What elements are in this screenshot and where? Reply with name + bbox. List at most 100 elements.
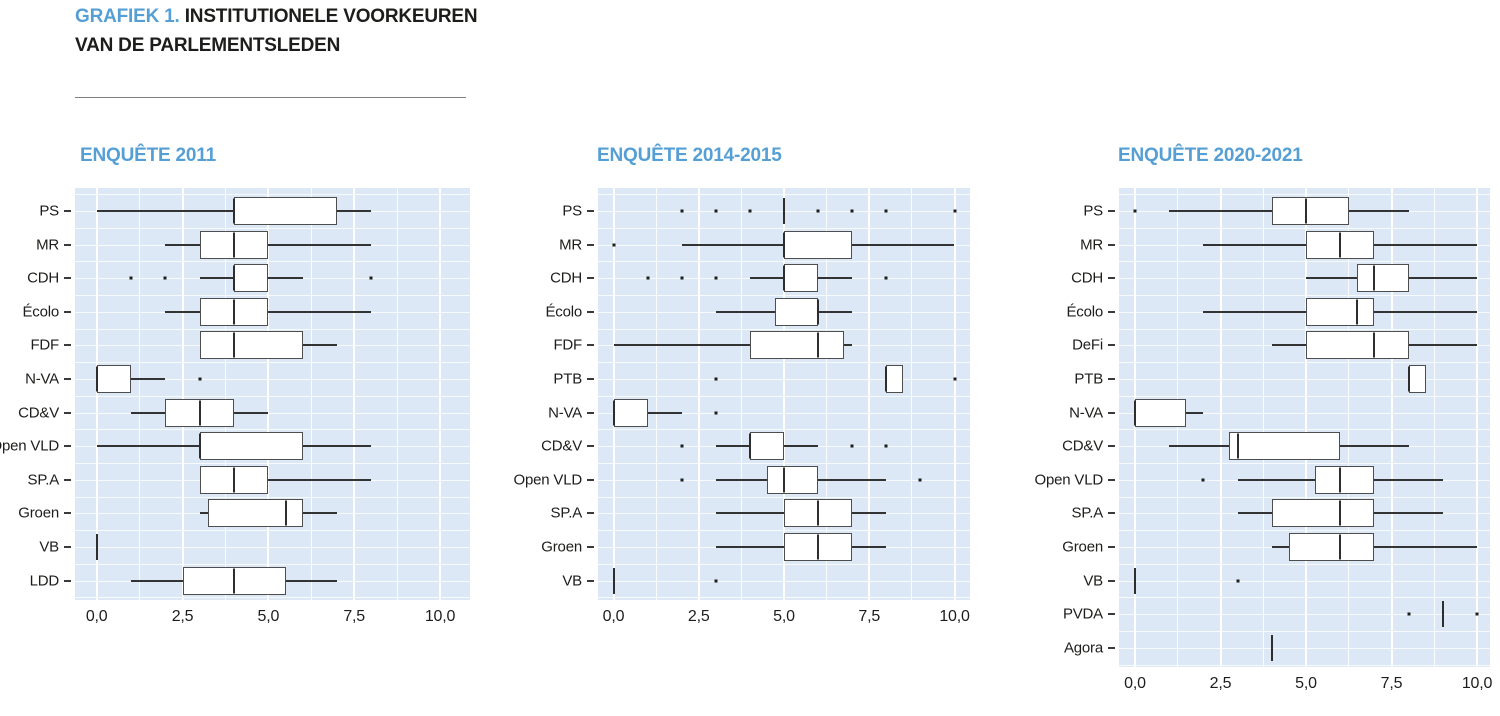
gridline-vertical-major [953, 188, 956, 600]
gridline-horizontal-minor [75, 194, 470, 196]
y-axis-tick [1108, 613, 1115, 616]
degenerate-box [612, 567, 615, 594]
gridline-horizontal-minor [75, 295, 470, 296]
gridline-vertical-major [267, 188, 270, 600]
median-line [198, 400, 201, 426]
degenerate-box [95, 534, 98, 560]
y-axis-tick [64, 411, 71, 414]
median-line [1339, 232, 1342, 258]
gridline-horizontal-minor [598, 463, 970, 464]
y-axis-tick [587, 344, 594, 347]
gridline-vertical-major [783, 188, 785, 600]
median-line [612, 400, 615, 426]
y-axis-tick [1108, 344, 1115, 347]
gridline-horizontal-major [598, 412, 970, 414]
gridline-horizontal-minor [75, 597, 470, 599]
plot-area [75, 188, 470, 600]
outlier-dot [884, 444, 888, 448]
gridline-horizontal-minor [1119, 328, 1490, 330]
outlier-dot [198, 377, 202, 381]
whisker-line [199, 478, 372, 481]
gridline-horizontal-major [1119, 614, 1490, 616]
gridline-horizontal-minor [1119, 664, 1490, 666]
outlier-dot [953, 377, 956, 381]
gridline-horizontal-major [1119, 580, 1490, 582]
degenerate-box [783, 198, 785, 224]
x-tick-label: 0,0 [602, 608, 625, 625]
median-line [233, 232, 236, 258]
outlier-dot [680, 209, 684, 213]
box [1357, 264, 1409, 293]
y-axis-tick [587, 546, 594, 548]
panel-title: ENQUÊTE 2011 [80, 145, 216, 166]
outlier-dot [1236, 579, 1240, 583]
x-tick-label: 10,0 [424, 608, 456, 625]
y-axis-tick [64, 478, 71, 481]
figure-header: GRAFIEK 1. INSTITUTIONELE VOORKEUREN VAN… [75, 2, 478, 60]
panel-enquete-2014-2015: ENQUÊTE 2014-2015 PS MR CDH Écolo FDF PTB N-VA… [514, 145, 970, 636]
y-axis-tick [1108, 210, 1115, 212]
y-axis-tick [1108, 411, 1115, 414]
x-tick-label: 7,5 [858, 608, 881, 625]
median-line [1134, 400, 1136, 426]
median-line [1373, 332, 1376, 358]
category-label: Écolo [22, 303, 59, 321]
box [749, 432, 784, 461]
gridline-horizontal-major [1119, 278, 1490, 280]
box [775, 297, 819, 326]
outlier-dot [680, 444, 684, 448]
gridline-vertical-major [612, 188, 615, 600]
box [199, 432, 303, 461]
figure-title-line2: VAN DE PARLEMENTSLEDEN [75, 35, 341, 56]
y-axis-tick [64, 243, 71, 246]
category-label: MR [1080, 236, 1103, 254]
category-label: SP.A [550, 504, 583, 522]
y-axis-tick [1108, 646, 1115, 649]
gridline-horizontal-minor [598, 563, 970, 565]
category-label: PTB [1074, 370, 1103, 388]
gridline-horizontal-minor [1119, 463, 1490, 464]
category-label: MR [36, 236, 59, 254]
outlier-dot [850, 444, 854, 448]
gridline-vertical-minor [1348, 188, 1350, 667]
gridline-horizontal-minor [75, 362, 470, 364]
gridline-horizontal-minor [598, 597, 970, 599]
gridline-horizontal-major [1119, 412, 1490, 414]
category-label: Groen [18, 504, 59, 522]
gridline-vertical-minor [1433, 188, 1435, 667]
whisker-line [96, 378, 166, 380]
box [784, 264, 819, 293]
category-label: VB [1083, 572, 1103, 590]
median-line [783, 467, 785, 493]
gridline-horizontal-minor [1119, 362, 1490, 364]
gridline-horizontal-minor [75, 563, 470, 565]
x-tick-label: 7,5 [1380, 675, 1403, 692]
box [1314, 465, 1375, 494]
gridline-vertical-major [1390, 188, 1393, 667]
degenerate-box [1134, 567, 1136, 594]
outlier-dot [714, 276, 718, 280]
category-label: Open VLD [0, 437, 59, 455]
gridline-horizontal-minor [598, 395, 970, 397]
panel-enquete-2011: ENQUÊTE 2011 PS MR CDH Écolo FDF N-VA CD&V Open… [0, 145, 470, 636]
median-line [817, 500, 820, 526]
median-line [233, 299, 236, 325]
gridline-horizontal-minor [1119, 194, 1490, 196]
outlier-dot [714, 579, 718, 583]
gridline-horizontal-minor [598, 362, 970, 364]
outlier-dot [163, 276, 167, 280]
box [1408, 365, 1426, 393]
gridline-vertical-major [697, 188, 700, 600]
box [1288, 533, 1375, 561]
outlier-dot [714, 209, 718, 213]
y-axis-tick [587, 210, 594, 212]
median-line [783, 265, 785, 291]
x-tick-label: 0,0 [1124, 675, 1146, 692]
category-label: CD&V [541, 437, 582, 455]
gridline-horizontal-minor [75, 395, 470, 397]
box [1135, 398, 1187, 427]
outlier-dot [850, 209, 854, 213]
gridline-horizontal-major [1119, 647, 1490, 649]
gridline-vertical-minor [139, 188, 141, 600]
whisker-line [165, 310, 372, 313]
